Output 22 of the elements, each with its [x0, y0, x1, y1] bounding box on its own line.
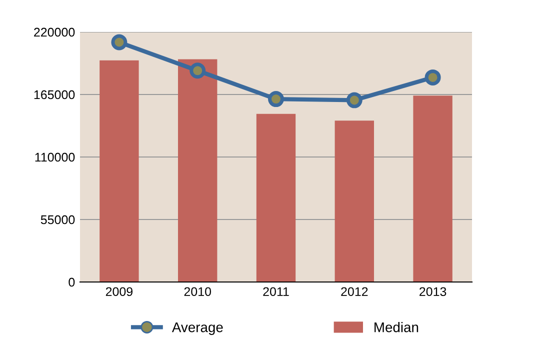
- bar: [100, 60, 139, 282]
- legend-label: Average: [172, 322, 223, 335]
- point: [111, 34, 128, 50]
- x-tick-label: 2013: [420, 287, 446, 296]
- x-tick-label: 2011: [263, 287, 289, 296]
- bar: [178, 59, 218, 282]
- legend-label: Median: [374, 322, 418, 332]
- x-tick-label: 2009: [106, 287, 133, 296]
- y-tick-label: 110000: [35, 152, 75, 162]
- y-tick-label: 0: [68, 278, 75, 287]
- x-tick-label: 2010: [184, 287, 212, 296]
- point: [268, 91, 284, 108]
- point: [346, 92, 362, 108]
- point: [424, 69, 441, 86]
- y-tick-label: 220000: [34, 28, 75, 37]
- bar: [256, 114, 296, 282]
- bar: [334, 120, 374, 282]
- y-tick-label: 55000: [40, 215, 75, 224]
- bar: [413, 96, 452, 282]
- x-tick-label: 2012: [341, 287, 368, 296]
- point: [190, 62, 206, 79]
- y-tick-label: 165000: [34, 90, 75, 100]
